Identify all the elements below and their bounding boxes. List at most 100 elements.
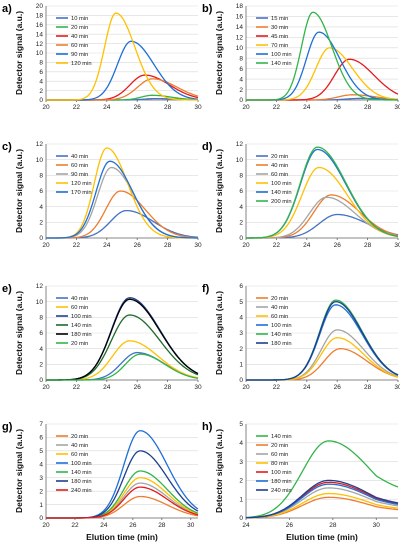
legend-label: 10 min (71, 16, 88, 22)
y-tick-label: 4 (239, 440, 243, 447)
series-line-80-min (245, 492, 399, 519)
x-tick-label: 24 (303, 384, 311, 391)
series-line-60-min (46, 190, 199, 239)
legend-label: 60 min (71, 452, 88, 458)
legend-label: 140 min (271, 332, 292, 338)
y-tick-label: 1 (39, 502, 43, 509)
y-tick-label: 20 (36, 3, 44, 10)
series-line-180-min (46, 450, 199, 519)
y-tick-label: 12 (36, 41, 44, 48)
y-axis-label: Detector signal (a.u.) (214, 429, 224, 513)
legend-label: 240 min (271, 488, 292, 494)
legend-label: 60 min (271, 172, 288, 178)
series-line-180-min (246, 301, 399, 381)
x-tick-label: 22 (273, 104, 281, 111)
x-tick-label: 30 (187, 522, 195, 529)
y-tick-label: 10 (36, 157, 44, 164)
legend-label: 60 min (71, 305, 88, 311)
legend-label: 15 min (271, 16, 288, 22)
y-tick-label: 0 (239, 515, 243, 522)
series-line-120-min (46, 147, 198, 239)
x-tick-label: 26 (334, 242, 342, 249)
legend-label: 100 min (71, 461, 92, 467)
legend-label: 180 min (271, 341, 292, 347)
y-tick-label: 8 (39, 315, 43, 322)
y-tick-label: 3 (239, 459, 243, 466)
y-tick-label: 10 (236, 45, 244, 52)
x-tick-label: 20 (242, 242, 250, 249)
series-line-60-min (246, 196, 399, 239)
x-tick-label: 26 (134, 104, 142, 111)
x-axis-label: Elution time (min) (86, 532, 158, 542)
legend-label: 140 min (271, 190, 292, 196)
y-tick-label: 0 (39, 515, 43, 522)
series-line-90-min (46, 166, 199, 239)
panel-g: g) 0 1 2 3 4 5 6 7 20 22 24 26 28 30 Detector signal (a… (2, 421, 199, 542)
y-tick-label: 2 (39, 362, 43, 369)
y-tick-label: 18 (36, 13, 44, 20)
y-axis-label: Detector signal (a.u.) (214, 149, 224, 233)
legend-label: 80 min (271, 461, 288, 467)
series-line-60-min (46, 340, 199, 381)
panel-label: g) (2, 421, 13, 433)
y-tick-label: 6 (39, 330, 43, 337)
legend-label: 90 min (71, 172, 88, 178)
legend-label: 40 min (71, 296, 88, 302)
y-tick-label: 5 (239, 299, 243, 306)
y-tick-label: 0 (239, 377, 243, 384)
y-tick-label: 6 (239, 283, 243, 290)
y-axis-label: Detector signal (a.u.) (14, 149, 24, 233)
series-line-40-min (246, 194, 399, 239)
series-line-40-min (46, 74, 199, 101)
panel-label: h) (202, 421, 213, 433)
legend-label: 20 min (71, 341, 88, 347)
legend-label: 40 min (271, 163, 288, 169)
y-axis-label: Detector signal (a.u.) (14, 11, 24, 95)
y-tick-label: 4 (39, 461, 43, 468)
legend-label: 20 min (271, 443, 288, 449)
legend-label: 40 min (271, 305, 288, 311)
legend-label: 30 min (271, 25, 288, 31)
series-line-200-min (245, 146, 399, 239)
series-line-120-min (46, 12, 198, 101)
x-tick-label: 28 (164, 242, 172, 249)
y-tick-label: 8 (39, 173, 43, 180)
legend-label: 140 min (271, 434, 292, 440)
y-tick-label: 6 (39, 69, 43, 76)
panel-label: c) (2, 141, 12, 153)
panel-f: f) 0 1 2 3 4 5 6 20 22 24 26 28 30 Detector signal (a.… (202, 283, 400, 391)
y-tick-label: 16 (236, 14, 244, 21)
legend-label: 170 min (71, 190, 92, 196)
y-tick-label: 8 (39, 60, 43, 67)
legend-label: 45 min (271, 34, 288, 40)
x-tick-label: 26 (286, 522, 294, 529)
x-tick-label: 24 (303, 104, 311, 111)
y-tick-label: 12 (236, 141, 244, 148)
y-tick-label: 2 (239, 478, 243, 485)
legend-label: 60 min (271, 452, 288, 458)
x-tick-label: 22 (273, 384, 281, 391)
panel-label: a) (2, 3, 12, 15)
legend-label: 180 min (71, 332, 92, 338)
y-tick-label: 10 (36, 50, 44, 57)
y-tick-label: 3 (239, 330, 243, 337)
legend-label: 140 min (71, 470, 92, 476)
legend-label: 40 min (71, 34, 88, 40)
x-tick-label: 30 (194, 242, 202, 249)
legend-label: 100 min (71, 314, 92, 320)
panel-label: e) (2, 283, 12, 295)
x-axis-label: Elution time (min) (286, 532, 358, 542)
y-tick-label: 2 (239, 220, 243, 227)
x-tick-label: 20 (242, 104, 250, 111)
legend-label: 40 min (71, 154, 88, 160)
series-line-140-min (246, 11, 399, 101)
legend-label: 70 min (271, 43, 288, 49)
x-tick-label: 26 (334, 104, 342, 111)
x-tick-label: 30 (194, 104, 202, 111)
x-tick-label: 20 (42, 242, 50, 249)
x-tick-label: 28 (364, 384, 372, 391)
y-tick-label: 3 (39, 475, 43, 482)
x-tick-label: 30 (194, 384, 202, 391)
